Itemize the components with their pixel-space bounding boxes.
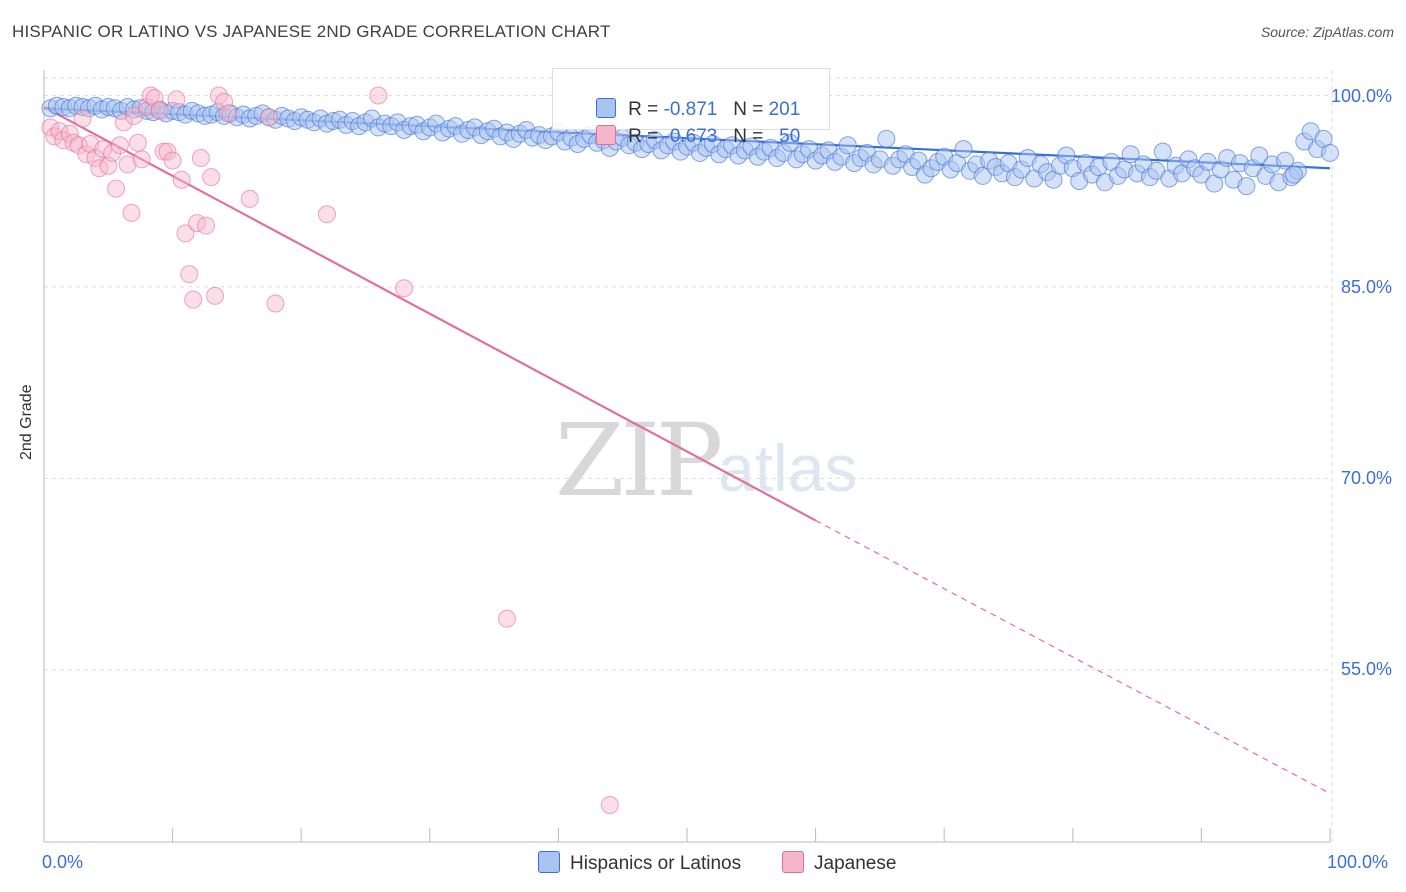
point-japanese xyxy=(122,203,141,222)
trend-line-japanese-extrapolated xyxy=(815,519,1331,795)
point-japanese xyxy=(369,86,388,105)
x-tick-label-min: 0.0% xyxy=(42,852,84,872)
legend-swatch-pink xyxy=(596,125,617,145)
point-japanese xyxy=(163,151,182,170)
point-hispanic xyxy=(1153,142,1172,161)
legend-r-label: R = xyxy=(628,99,664,120)
point-japanese xyxy=(94,140,113,159)
point-japanese xyxy=(266,294,285,313)
point-hispanic xyxy=(1250,146,1269,165)
point-japanese xyxy=(180,265,199,284)
chart-title: HISPANIC OR LATINO VS JAPANESE 2ND GRADE… xyxy=(12,22,611,41)
watermark-atlas: atlas xyxy=(718,431,858,505)
point-japanese xyxy=(202,168,221,187)
correlation-legend: R = -0.871 N = 201 R = -0.673 N = 50 xyxy=(552,68,830,147)
point-japanese xyxy=(206,286,225,305)
legend-swatch-blue xyxy=(596,98,617,118)
point-hispanic xyxy=(877,129,896,148)
data-points xyxy=(41,86,1339,814)
legend-label-japanese: Japanese xyxy=(814,853,897,874)
legend-n-label: N = xyxy=(733,99,769,120)
axes xyxy=(43,70,1331,843)
legend-r-value: -0.673 xyxy=(663,126,718,147)
point-hispanic xyxy=(1237,177,1256,196)
y-tick-label: 70.0% xyxy=(1340,468,1392,488)
point-japanese xyxy=(128,133,147,152)
legend-item-japanese[interactable]: Japanese xyxy=(782,851,896,875)
point-japanese xyxy=(317,205,336,224)
point-japanese xyxy=(497,609,516,628)
watermark-zip: ZIP xyxy=(555,402,723,519)
point-japanese xyxy=(114,113,133,132)
x-tick-label-max: 100.0% xyxy=(1327,852,1389,872)
point-japanese xyxy=(218,104,237,123)
point-japanese xyxy=(118,155,137,174)
point-japanese xyxy=(172,170,191,189)
source-label: Source: ZipAtlas.com xyxy=(1260,24,1394,40)
legend-swatch-blue xyxy=(538,851,560,873)
point-japanese xyxy=(197,216,216,235)
legend-n-value: 201 xyxy=(768,99,801,120)
point-hispanic xyxy=(1275,151,1294,170)
trend-line-japanese xyxy=(43,106,817,522)
point-japanese xyxy=(176,224,195,243)
legend-r-label: R = xyxy=(628,126,664,147)
legend-label-hispanics: Hispanics or Latinos xyxy=(570,853,742,874)
point-japanese xyxy=(41,118,60,137)
trend-lines xyxy=(43,106,1331,795)
point-hispanic xyxy=(838,136,857,155)
point-japanese xyxy=(103,143,122,162)
point-japanese xyxy=(395,279,414,298)
point-hispanic xyxy=(1321,143,1339,162)
point-japanese xyxy=(77,145,96,164)
point-japanese xyxy=(167,90,186,109)
legend-item-hispanics[interactable]: Hispanics or Latinos xyxy=(538,851,741,875)
point-japanese xyxy=(110,136,129,155)
legend-n-label: N = xyxy=(733,126,769,147)
point-japanese xyxy=(132,150,151,169)
point-japanese xyxy=(107,179,126,198)
legend-n-value: 50 xyxy=(779,126,801,147)
point-japanese xyxy=(184,290,203,309)
point-japanese xyxy=(191,149,210,168)
y-tick-label: 100.0% xyxy=(1330,86,1392,106)
point-hispanic xyxy=(973,166,992,185)
y-tick-label: 55.0% xyxy=(1340,659,1392,679)
point-hispanic xyxy=(780,133,799,152)
point-japanese xyxy=(73,109,92,128)
y-tick-label: 85.0% xyxy=(1340,277,1392,297)
legend-row-hispanic: R = -0.871 N = 201 xyxy=(575,76,800,143)
point-japanese xyxy=(125,106,144,125)
point-hispanic xyxy=(1284,165,1303,184)
point-japanese xyxy=(150,101,169,120)
point-japanese xyxy=(158,142,177,161)
point-japanese xyxy=(600,795,619,814)
legend-row-japanese: R = -0.673 N = 50 xyxy=(575,103,800,170)
point-japanese xyxy=(260,108,279,127)
point-hispanic xyxy=(1121,145,1140,164)
legend-swatch-pink xyxy=(782,851,804,873)
point-hispanic xyxy=(954,140,973,159)
gridlines xyxy=(44,70,1333,842)
legend-r-value: -0.871 xyxy=(663,99,718,120)
point-japanese xyxy=(240,189,259,208)
point-japanese xyxy=(215,92,234,111)
y-axis-title: 2nd Grade xyxy=(18,384,35,460)
point-japanese xyxy=(50,122,69,141)
point-japanese xyxy=(45,127,64,146)
